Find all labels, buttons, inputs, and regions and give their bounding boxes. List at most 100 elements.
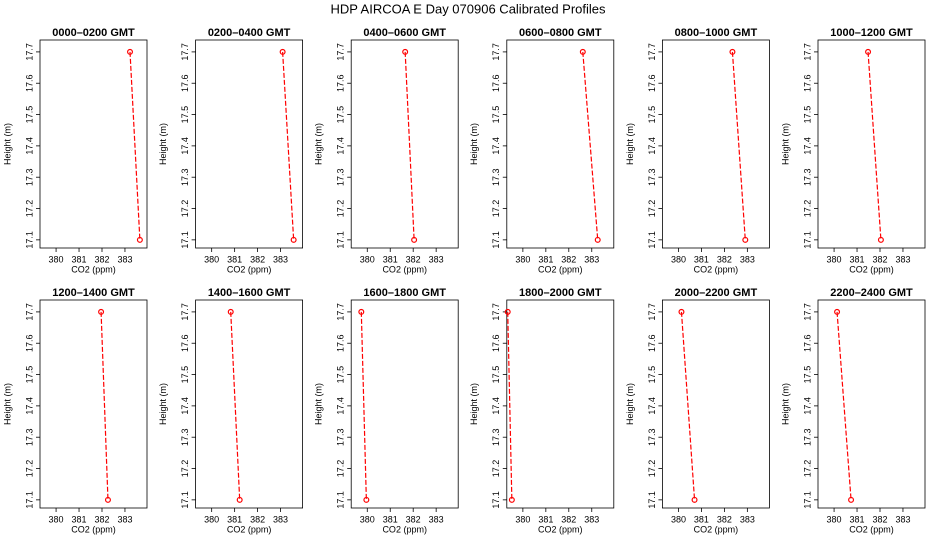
y-tick-label: 17.6 (180, 334, 190, 352)
x-tick-label: 382 (561, 254, 576, 264)
y-tick-label: 17.3 (24, 168, 34, 186)
x-tick-label: 383 (740, 514, 755, 524)
plot-box (817, 299, 926, 509)
y-tick-label: 17.4 (802, 137, 812, 155)
y-tick-label: 17.1 (647, 491, 657, 509)
x-axis-label: CO2 (ppm) (71, 264, 116, 274)
x-tick-label: 383 (273, 514, 288, 524)
y-tick-label: 17.1 (180, 231, 190, 249)
profile-line (507, 311, 513, 500)
x-tick-label: 382 (406, 514, 421, 524)
panel-title: 1200–1400 GMT (52, 287, 135, 299)
x-axis-label: CO2 (ppm) (538, 524, 583, 534)
data-point (729, 48, 736, 55)
x-tick-label: 381 (383, 514, 398, 524)
x-axis-label: CO2 (ppm) (694, 264, 739, 274)
x-tick-label: 383 (895, 254, 910, 264)
y-tick-label: 17.6 (802, 74, 812, 92)
y-tick-label: 17.1 (24, 231, 34, 249)
y-tick-label: 17.7 (647, 43, 657, 61)
y-axis-label: Height (m) (780, 123, 790, 165)
x-tick-label: 381 (227, 254, 242, 264)
y-tick-label: 17.3 (647, 428, 657, 446)
y-tick-label: 17.5 (24, 106, 34, 124)
y-tick-label: 17.7 (180, 43, 190, 61)
x-tick-label: 380 (671, 514, 686, 524)
x-axis-label: CO2 (ppm) (71, 524, 116, 534)
data-point (104, 496, 111, 503)
y-tick-label: 17.3 (180, 428, 190, 446)
x-tick-label: 381 (694, 514, 709, 524)
y-tick-label: 17.4 (180, 397, 190, 415)
x-axis-label: CO2 (ppm) (694, 524, 739, 534)
y-tick-label: 17.6 (647, 334, 657, 352)
y-tick-label: 17.4 (336, 137, 346, 155)
panel: 0400–0600 GMT 380 381 382 383 17.1 17.2 17.3 17.… (314, 27, 459, 274)
y-tick-label: 17.6 (491, 74, 501, 92)
y-tick-label: 17.7 (24, 303, 34, 321)
y-tick-label: 17.7 (180, 303, 190, 321)
y-tick-label: 17.1 (647, 231, 657, 249)
plot-box (662, 39, 770, 249)
y-tick-label: 17.6 (491, 334, 501, 352)
plot-box (195, 299, 304, 509)
y-tick-label: 17.5 (491, 366, 501, 384)
data-point (127, 48, 134, 55)
profile-line (731, 51, 746, 240)
y-tick-label: 17.7 (336, 303, 346, 321)
data-point (363, 496, 370, 503)
y-axis-label: Height (m) (469, 123, 479, 165)
y-tick-label: 17.7 (802, 303, 812, 321)
y-axis-label: Height (m) (625, 123, 635, 165)
x-tick-label: 381 (538, 514, 553, 524)
y-tick-label: 17.2 (336, 200, 346, 218)
panel: 0200–0400 GMT 380 381 382 383 17.1 17.2 17.3 17.… (158, 27, 304, 274)
panel-title: 0800–1000 GMT (675, 27, 758, 39)
x-tick-label: 381 (694, 254, 709, 264)
plot-box (506, 299, 615, 509)
x-tick-label: 383 (273, 254, 288, 264)
y-tick-label: 17.6 (180, 74, 190, 92)
y-tick-label: 17.3 (802, 168, 812, 186)
data-point (877, 236, 884, 243)
x-tick-label: 382 (250, 254, 265, 264)
panel-title: 0000–0200 GMT (52, 27, 135, 39)
panel-title: 1400–1600 GMT (208, 287, 291, 299)
y-axis-label: Height (m) (780, 383, 790, 425)
y-axis-label: Height (m) (469, 383, 479, 425)
y-tick-label: 17.1 (802, 231, 812, 249)
data-point (227, 308, 234, 315)
y-tick-label: 17.4 (24, 137, 34, 155)
profile-line (230, 311, 241, 500)
panel: 1600–1800 GMT 380 381 382 383 17.1 17.2 17.3 17.… (314, 287, 459, 534)
x-tick-label: 383 (429, 254, 444, 264)
y-tick-label: 17.5 (180, 106, 190, 124)
y-axis-label: Height (m) (2, 383, 12, 425)
y-tick-label: 17.6 (24, 334, 34, 352)
y-tick-label: 17.2 (491, 200, 501, 218)
y-tick-label: 17.7 (24, 43, 34, 61)
y-tick-label: 17.4 (802, 397, 812, 415)
y-tick-label: 17.2 (180, 200, 190, 218)
x-tick-label: 381 (72, 254, 87, 264)
panel: 2200–2400 GMT 380 381 382 383 17.1 17.2 17.3 17.… (780, 287, 926, 534)
y-tick-label: 17.3 (647, 168, 657, 186)
panel: 1000–1200 GMT 380 381 382 383 17.1 17.2 17.3 17.… (780, 27, 926, 274)
y-axis-label: Height (m) (158, 123, 168, 165)
y-tick-label: 17.2 (802, 460, 812, 478)
panel: 0000–0200 GMT 380 381 382 383 17.1 17.2 17.3 17.… (2, 27, 148, 274)
x-tick-label: 380 (671, 254, 686, 264)
y-tick-label: 17.6 (802, 334, 812, 352)
x-tick-label: 383 (429, 514, 444, 524)
data-point (402, 48, 409, 55)
x-tick-label: 381 (538, 254, 553, 264)
x-tick-label: 381 (227, 514, 242, 524)
panel-title: 2200–2400 GMT (830, 287, 913, 299)
panel-title: 1000–1200 GMT (830, 27, 913, 39)
y-tick-label: 17.3 (336, 428, 346, 446)
y-tick-label: 17.3 (491, 168, 501, 186)
data-point (579, 48, 586, 55)
y-tick-label: 17.5 (336, 366, 346, 384)
x-tick-label: 380 (827, 514, 842, 524)
x-tick-label: 380 (49, 514, 64, 524)
